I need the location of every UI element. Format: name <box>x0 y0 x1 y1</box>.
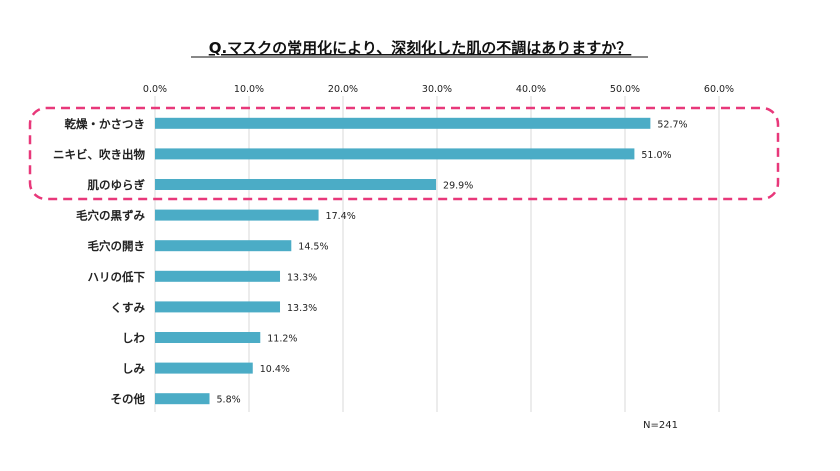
bar <box>155 117 651 129</box>
category-label: 毛穴の黒ずみ <box>76 209 145 223</box>
value-label: 13.3% <box>287 272 317 283</box>
x-tick-label: 0.0% <box>143 84 167 95</box>
x-tick-label: 50.0% <box>610 84 640 95</box>
x-tick-label: 40.0% <box>516 84 546 95</box>
bar <box>155 240 292 252</box>
bar <box>155 393 210 405</box>
bar <box>155 332 261 343</box>
highlight-box <box>28 106 780 201</box>
category-label: 肌のゆらぎ <box>88 178 146 192</box>
category-label: 乾燥・かさつき <box>65 117 146 131</box>
bar <box>155 270 281 282</box>
category-label: しみ <box>122 362 145 376</box>
x-tick-label: 20.0% <box>328 84 358 95</box>
bar <box>155 362 253 374</box>
bars <box>155 117 651 405</box>
x-tick-label: 10.0% <box>234 84 264 95</box>
category-label: ニキビ、吹き出物 <box>53 147 145 161</box>
category-labels: 乾燥・かさつきニキビ、吹き出物肌のゆらぎ毛穴の黒ずみ毛穴の開きハリの低下くすみし… <box>53 117 145 406</box>
value-label: 5.8% <box>217 395 241 406</box>
category-label: しわ <box>122 331 145 345</box>
chart-title: Q.マスクの常用化により、深刻化した肌の不調はありますか？ <box>209 39 632 57</box>
category-label: くすみ <box>111 300 146 314</box>
value-label: 14.5% <box>298 242 328 253</box>
value-label: 29.9% <box>443 181 473 192</box>
x-tick-label: 60.0% <box>704 84 734 95</box>
x-tick-label: 30.0% <box>422 84 452 95</box>
value-label: 51.0% <box>641 150 671 161</box>
bar <box>155 179 437 190</box>
value-label: 52.7% <box>657 119 687 130</box>
value-label: 17.4% <box>326 211 356 222</box>
bar <box>155 148 635 160</box>
sample-size-note: N=241 <box>643 420 678 431</box>
value-label: 11.2% <box>267 334 297 345</box>
bar <box>155 209 319 221</box>
value-labels: 52.7% 51.0% 29.9% 17.4% 14.5% 13.3% 13.3% 11.2%… <box>217 119 688 405</box>
value-label: 13.3% <box>287 303 317 314</box>
category-label: その他 <box>111 392 146 406</box>
bar <box>155 301 281 313</box>
category-label: 毛穴の開き <box>88 239 146 253</box>
category-label: ハリの低下 <box>88 270 146 284</box>
value-label: 10.4% <box>260 364 290 375</box>
x-axis-tick-labels: 0.0% 10.0% 20.0% 30.0% 40.0% 50.0% 60.0% <box>143 84 734 95</box>
